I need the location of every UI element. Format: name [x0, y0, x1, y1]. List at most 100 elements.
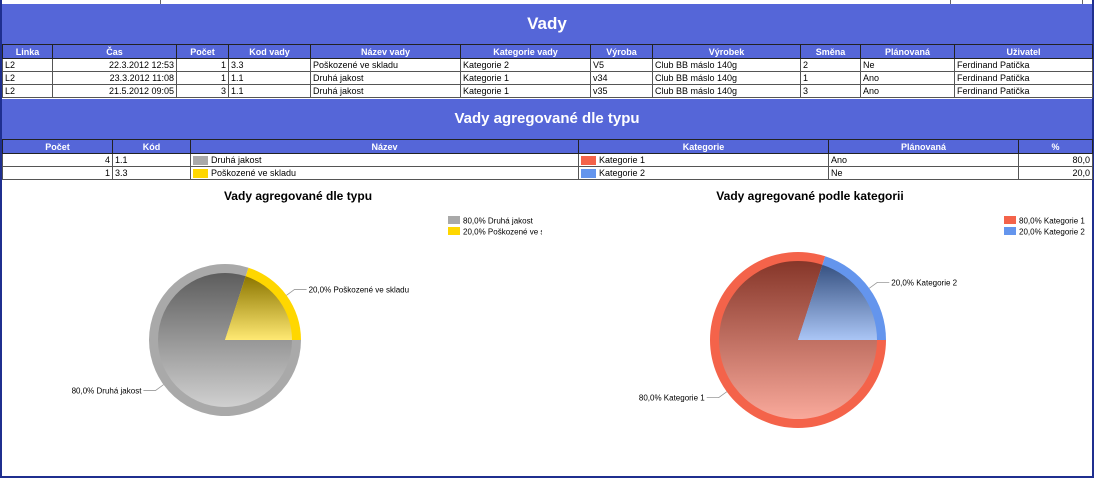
- pie-chart-by-category: Vady agregované podle kategorii 80,0% Kat…: [639, 189, 1085, 429]
- cell-text: 3.3: [115, 168, 128, 178]
- table-cell: 23.3.2012 11:08: [52, 71, 177, 85]
- table-cell: 3.3: [112, 166, 191, 180]
- table-row: 1 3.3 Poškozené ve skladu Kategorie 2 Ne 20,0: [2, 166, 1093, 180]
- color-swatch: [581, 156, 596, 166]
- legend-swatch: [1004, 216, 1016, 224]
- table-cell: Poškozené ve skladu: [190, 166, 579, 180]
- table-cell: Club BB máslo 140g: [652, 84, 801, 98]
- legend-entry: 80,0% Kategorie 1: [1019, 217, 1085, 226]
- aggregated-col-header: Kód: [112, 139, 191, 154]
- table-cell: Ne: [828, 166, 1019, 180]
- cell-text: Kategorie 2: [599, 168, 646, 178]
- table-cell: v34: [590, 71, 653, 85]
- table-cell: Ano: [828, 153, 1019, 167]
- table-cell: 3.3: [228, 58, 311, 72]
- table-cell: Ano: [860, 84, 955, 98]
- table-row: L2 22.3.2012 12:53 1 3.3 Poškozené ve skladu…: [2, 58, 1093, 72]
- top-strip: [2, 0, 1092, 4]
- table-cell: Kategorie 1: [460, 71, 591, 85]
- table-cell: L2: [2, 58, 53, 72]
- table-row: 4 1.1 Druhá jakost Kategorie 1 Ano 80,0: [2, 153, 1093, 167]
- table-cell: Ferdinand Patička: [954, 84, 1093, 98]
- table-cell: 1: [2, 166, 113, 180]
- defects-col-header: Uživatel: [954, 44, 1093, 59]
- legend-swatch: [448, 216, 460, 224]
- label-leader-line: [286, 289, 307, 296]
- data-label: 80,0% Druhá jakost: [72, 387, 143, 396]
- cell-text: 1: [104, 168, 110, 178]
- table-cell: V5: [590, 58, 653, 72]
- cell-text: Ano: [831, 155, 848, 165]
- table-cell: 80,0: [1018, 153, 1093, 167]
- aggregated-col-header: Počet: [2, 139, 113, 154]
- cell-text: Poškozené ve skladu: [211, 168, 297, 178]
- table-cell: Kategorie 2: [460, 58, 591, 72]
- cell-text: Ne: [831, 168, 843, 178]
- defects-col-header: Čas: [52, 44, 177, 59]
- table-cell: 4: [2, 153, 113, 167]
- legend-entry: 20,0% Poškozené ve skladu: [463, 228, 542, 237]
- table-cell: 22.3.2012 12:53: [52, 58, 177, 72]
- defects-table: Linka Čas Počet Kod vady Název vady Kategorie…: [2, 44, 1093, 98]
- label-leader-line: [143, 384, 164, 391]
- table-cell: Poškozené ve skladu: [310, 58, 461, 72]
- table-cell: L2: [2, 71, 53, 85]
- table-cell: Ferdinand Patička: [954, 58, 1093, 72]
- table-cell: Druhá jakost: [190, 153, 579, 167]
- table-row: L2 23.3.2012 11:08 1 1.1 Druhá jakost Kategor…: [2, 71, 1093, 85]
- aggregated-col-header: %: [1018, 139, 1093, 154]
- table-cell: 2: [800, 58, 861, 72]
- legend-swatch: [1004, 227, 1016, 235]
- cell-text: Druhá jakost: [211, 155, 262, 165]
- table-row: L2 21.5.2012 09:05 3 1.1 Druhá jakost Kategor…: [2, 84, 1093, 98]
- defects-col-header: Plánovaná: [860, 44, 955, 59]
- table-cell: 1.1: [228, 84, 311, 98]
- pie-chart-by-type: Vady agregované dle typu 80,0% Druhá jako…: [72, 189, 542, 417]
- table-cell: Druhá jakost: [310, 84, 461, 98]
- aggregated-col-header: Plánovaná: [828, 139, 1019, 154]
- table-cell: Ferdinand Patička: [954, 71, 1093, 85]
- label-leader-line: [706, 391, 728, 399]
- section-title-aggregated: Vady agregované dle typu: [2, 99, 1092, 139]
- pie-slice: [225, 276, 292, 340]
- color-swatch: [193, 169, 208, 179]
- table-cell: 1.1: [112, 153, 191, 167]
- color-swatch: [193, 156, 208, 166]
- table-cell: 1: [176, 71, 229, 85]
- table-cell: Kategorie 2: [578, 166, 829, 180]
- aggregated-table: Počet Kód Název Kategorie Plánovaná% 4 1.1 Dru…: [2, 139, 1093, 180]
- defects-col-header: Směna: [800, 44, 861, 59]
- table-cell: Kategorie 1: [460, 84, 591, 98]
- defects-col-header: Název vady: [310, 44, 461, 59]
- pie-slice: [798, 264, 877, 340]
- table-cell: 1: [176, 58, 229, 72]
- defects-col-header: Linka: [2, 44, 53, 59]
- table-cell: 1: [800, 71, 861, 85]
- defects-col-header: Počet: [176, 44, 229, 59]
- label-leader-line: [868, 281, 890, 289]
- data-label: 20,0% Kategorie 2: [891, 278, 957, 287]
- table-cell: v35: [590, 84, 653, 98]
- color-swatch: [581, 169, 596, 179]
- table-cell: Club BB máslo 140g: [652, 58, 801, 72]
- legend-entry: 20,0% Kategorie 2: [1019, 228, 1085, 237]
- table-cell: 1.1: [228, 71, 311, 85]
- chart-title: Vady agregované podle kategorii: [716, 189, 903, 203]
- table-cell: 3: [176, 84, 229, 98]
- defects-col-header: Výroba: [590, 44, 653, 59]
- cell-text: 80,0: [1072, 155, 1090, 165]
- table-cell: Ano: [860, 71, 955, 85]
- data-label: 80,0% Kategorie 1: [639, 394, 705, 403]
- cell-text: 1.1: [115, 155, 128, 165]
- aggregated-col-header: Název: [190, 139, 579, 154]
- defects-col-header: Kategorie vady: [460, 44, 591, 59]
- legend-swatch: [448, 227, 460, 235]
- aggregated-col-header: Kategorie: [578, 139, 829, 154]
- table-cell: L2: [2, 84, 53, 98]
- section-title-vady: Vady: [2, 4, 1092, 44]
- table-cell: Ne: [860, 58, 955, 72]
- cell-text: Kategorie 1: [599, 155, 646, 165]
- table-cell: 20,0: [1018, 166, 1093, 180]
- defects-col-header: Kod vady: [228, 44, 311, 59]
- table-cell: Kategorie 1: [578, 153, 829, 167]
